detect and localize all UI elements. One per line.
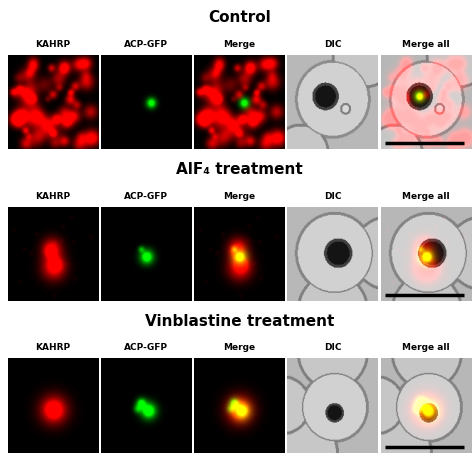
Text: Merge: Merge bbox=[223, 343, 255, 352]
Text: Merge: Merge bbox=[223, 192, 255, 201]
Text: AlF₄ treatment: AlF₄ treatment bbox=[176, 162, 303, 177]
Text: KAHRP: KAHRP bbox=[35, 343, 70, 352]
Text: DIC: DIC bbox=[324, 40, 341, 49]
Text: KAHRP: KAHRP bbox=[35, 40, 70, 49]
Text: ACP-GFP: ACP-GFP bbox=[124, 343, 168, 352]
Text: Merge: Merge bbox=[223, 40, 255, 49]
Text: Control: Control bbox=[208, 10, 271, 25]
Text: Vinblastine treatment: Vinblastine treatment bbox=[145, 313, 334, 328]
Text: Merge all: Merge all bbox=[402, 192, 450, 201]
Text: DIC: DIC bbox=[324, 192, 341, 201]
Text: Merge all: Merge all bbox=[402, 40, 450, 49]
Text: ACP-GFP: ACP-GFP bbox=[124, 40, 168, 49]
Text: DIC: DIC bbox=[324, 343, 341, 352]
Text: ACP-GFP: ACP-GFP bbox=[124, 192, 168, 201]
Text: Merge all: Merge all bbox=[402, 343, 450, 352]
Text: KAHRP: KAHRP bbox=[35, 192, 70, 201]
